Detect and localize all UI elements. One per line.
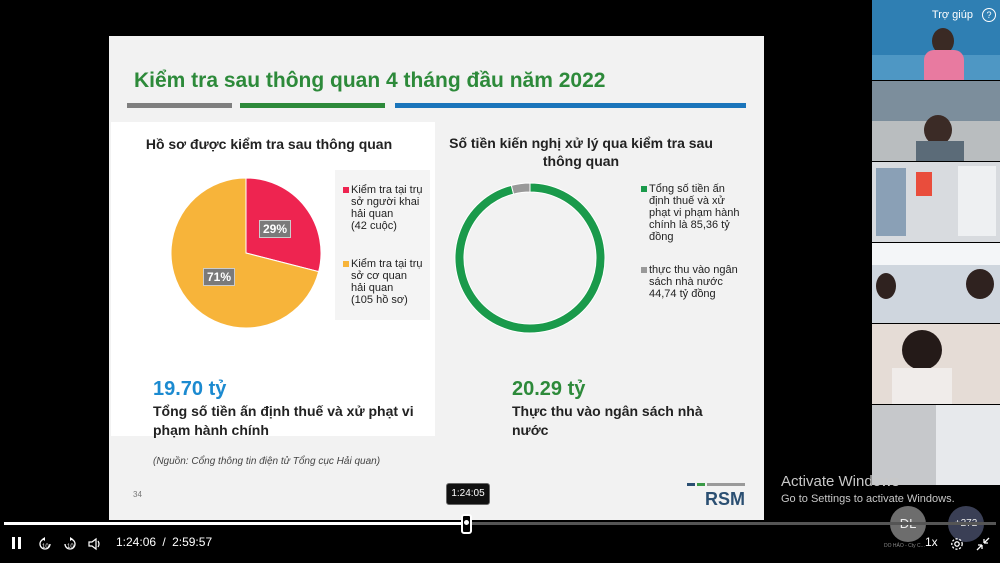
watermark-line: Activate Windows — [781, 473, 900, 490]
desc-line: phạm hành chính — [153, 422, 269, 438]
activate-windows-watermark: Activate Windows Go to Settings to activ… — [781, 473, 955, 505]
scrubber-dot — [464, 520, 469, 525]
legend-text: sở người khai — [351, 196, 420, 208]
legend-text: hải quan — [351, 282, 394, 294]
legend-text: chính là 85,36 tỷ — [649, 219, 730, 231]
legend-text: (105 hồ sơ) — [351, 294, 408, 306]
desc-line: Tổng số tiền ấn định thuế và xử phạt vi — [153, 403, 414, 419]
title-bar-blue — [395, 103, 746, 108]
playback-speed-button[interactable]: 1x — [925, 535, 938, 549]
avatar-caption: DO HẢO - Cty C... — [884, 543, 925, 549]
participant-tile[interactable] — [872, 162, 1000, 242]
title-bar-green — [240, 103, 385, 108]
volume-button[interactable] — [87, 536, 103, 555]
help-label: Trợ giúp — [931, 9, 973, 21]
participant-tile[interactable]: Trợ giúp ? — [872, 0, 1000, 80]
donut-slice-1 — [510, 182, 531, 195]
participant-tile[interactable] — [872, 405, 1000, 485]
heading-line: Số tiền kiến nghị xử lý qua kiểm tra sau — [449, 135, 713, 151]
legend-text: Kiểm tra tại trụ — [351, 258, 423, 270]
legend-text: định thuế và xử — [649, 195, 725, 207]
current-time: 1:24:06 — [116, 535, 157, 549]
participant-tile[interactable] — [872, 81, 1000, 161]
timeline-hover-time: 1:24:05 — [446, 483, 490, 505]
legend-swatch-green — [641, 186, 647, 192]
legend-text: Kiểm tra tại trụ — [351, 184, 423, 196]
timeline-scrubber[interactable] — [461, 514, 472, 534]
donut-slice-0 — [454, 182, 606, 334]
left-card-heading: Hồ sơ được kiểm tra sau thông quan — [145, 136, 393, 152]
legend-text: sở cơ quan — [351, 270, 408, 282]
legend-swatch-orange — [343, 261, 349, 267]
right-heading: Số tiền kiến nghị xử lý qua kiểm tra sau… — [431, 134, 731, 170]
left-big-number: 19.70 tỷ — [153, 378, 227, 400]
left-card: Hồ sơ được kiểm tra sau thông quan 29% 7… — [111, 122, 435, 438]
page-number: 34 — [133, 490, 142, 499]
donut-legend-green: Tổng số tiền ấn định thuế và xử phạt vi … — [641, 183, 740, 243]
settings-button[interactable] — [949, 536, 965, 555]
time-separator: / — [162, 535, 166, 549]
legend-text: Tổng số tiền ấn — [649, 183, 725, 195]
pie-slice-1 — [170, 177, 320, 329]
legend-swatch-red — [343, 187, 349, 193]
participant-tile[interactable] — [872, 243, 1000, 323]
rsm-logo: RSM — [705, 489, 745, 509]
legend-text: phạt vi phạm hành — [649, 207, 740, 219]
slide-title: Kiểm tra sau thông quan 4 tháng đầu năm … — [134, 69, 606, 92]
collapse-icon — [976, 537, 990, 551]
help-link[interactable]: Trợ giúp ? — [932, 8, 996, 22]
timeline-track[interactable] — [4, 522, 996, 525]
question-circle-icon[interactable]: ? — [982, 8, 996, 22]
legend-swatch-gray — [641, 267, 647, 273]
svg-text:10: 10 — [42, 544, 49, 550]
timeline-progress — [4, 522, 468, 525]
legend-item-orange: Kiểm tra tại trụ sở cơ quan hải quan (10… — [343, 258, 423, 306]
legend-text: hải quan — [351, 208, 394, 220]
watermark-line: Go to Settings to activate Windows. — [781, 493, 955, 505]
pause-icon — [12, 537, 15, 549]
forward-10-button[interactable]: 10 — [62, 536, 78, 555]
rewind-10-button[interactable]: 10 — [37, 536, 53, 555]
forward-10-icon: 10 — [64, 537, 76, 550]
right-big-number: 20.29 tỷ — [512, 378, 586, 400]
donut-legend-gray: thực thu vào ngân sách nhà nước 44,74 tỷ… — [641, 264, 738, 300]
pie-legend: Kiểm tra tại trụ sở người khai hải quan … — [335, 170, 430, 320]
legend-text: thực thu vào ngân — [649, 264, 738, 276]
desc-line: Thực thu vào ngân sách nhà — [512, 403, 703, 419]
rewind-10-icon: 10 — [39, 537, 51, 550]
total-time: 2:59:57 — [172, 535, 213, 549]
left-description: Tổng số tiền ấn định thuế và xử phạt vi … — [153, 402, 438, 440]
svg-text:10: 10 — [67, 544, 74, 550]
pie-label-71: 71% — [203, 268, 236, 286]
right-description: Thực thu vào ngân sách nhà nước — [512, 402, 742, 440]
presentation-slide: Kiểm tra sau thông quan 4 tháng đầu năm … — [109, 36, 764, 520]
pie-label-29: 29% — [259, 220, 292, 238]
participant-tile[interactable] — [872, 324, 1000, 404]
legend-text: (42 cuộc) — [351, 220, 397, 232]
gear-icon — [951, 538, 963, 550]
exit-fullscreen-button[interactable] — [975, 536, 991, 555]
legend-item-red: Kiểm tra tại trụ sở người khai hải quan … — [343, 184, 423, 232]
source-note: (Nguồn: Cổng thông tin điện tử Tổng cục … — [153, 456, 381, 467]
pause-button[interactable] — [12, 537, 21, 552]
title-bar-gray — [127, 103, 232, 108]
volume-icon — [88, 537, 100, 551]
donut-chart — [454, 182, 606, 334]
desc-line: nước — [512, 422, 549, 438]
time-display: 1:24:06 / 2:59:57 — [116, 535, 212, 549]
legend-text: sách nhà nước — [649, 276, 723, 288]
legend-text: đồng — [649, 231, 674, 243]
legend-text: 44,74 tỷ đồng — [649, 288, 716, 300]
pie-chart — [170, 177, 322, 329]
participant-gallery: Trợ giúp ? — [872, 0, 1000, 485]
heading-line: thông quan — [542, 153, 620, 169]
